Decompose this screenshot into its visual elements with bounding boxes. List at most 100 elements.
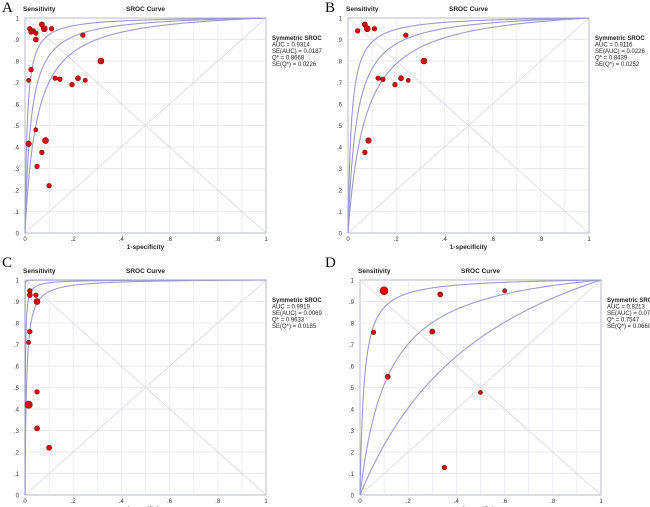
study-point (370, 329, 377, 335)
y-tick-label: .7 (14, 81, 20, 87)
sroc-upper-curve (347, 17, 590, 233)
y-tick-label: .7 (349, 343, 355, 349)
study-point (398, 75, 404, 82)
study-point (48, 26, 55, 32)
x-tick-label: .2 (406, 499, 412, 505)
y-tick-label: .4 (14, 146, 20, 152)
y-axis-label: Sensitivity (23, 268, 56, 275)
sroc-lower-curve (359, 279, 602, 496)
y-tick-label: 1 (16, 17, 20, 23)
study-point (26, 339, 31, 345)
study-point (405, 77, 411, 83)
x-tick-label: .8 (538, 237, 544, 243)
stats-line: AUC = 0.9919 (272, 305, 311, 311)
y-tick-label: .6 (14, 365, 20, 371)
study-point (27, 329, 33, 335)
study-point (420, 57, 428, 65)
study-point (33, 127, 39, 133)
stats-line: SE(Q*) = 0.0660 (607, 324, 650, 330)
study-point (34, 163, 40, 169)
x-tick-label: .6 (167, 237, 173, 243)
anti-diagonal-line (359, 279, 602, 496)
y-tick-label: .6 (349, 365, 355, 371)
sroc-upper-curve (24, 17, 267, 233)
study-point (363, 25, 371, 33)
y-tick-label: .1 (14, 472, 20, 478)
sroc-lower-curve (24, 17, 267, 234)
chart-title: SROC Curve (126, 268, 165, 275)
stats-line: AUC = 0.8213 (607, 305, 646, 311)
stats-line: SE(AUC) = 0.0187 (272, 49, 323, 55)
stats-line: SE(AUC) = 0.0226 (595, 49, 646, 55)
study-point (375, 75, 381, 81)
x-tick-label: 1 (587, 237, 591, 243)
y-tick-label: .1 (337, 210, 343, 216)
study-point (429, 328, 436, 335)
study-point (441, 464, 447, 471)
study-point (42, 137, 49, 144)
sroc-lower-curve (347, 17, 590, 234)
study-point (57, 76, 63, 82)
study-point (33, 292, 39, 298)
x-tick-label: .6 (490, 237, 496, 243)
y-tick-label: .1 (349, 472, 355, 478)
y-tick-label: .4 (14, 408, 20, 414)
y-tick-label: .9 (349, 300, 355, 306)
x-tick-label: .8 (215, 237, 221, 243)
y-tick-label: 0 (16, 494, 20, 500)
study-point (33, 36, 39, 43)
stats-line: Q* = 0.9633 (272, 318, 305, 324)
stats-line: SE(Q*) = 0.0226 (272, 62, 317, 68)
y-tick-label: .2 (14, 451, 20, 457)
y-tick-label: .9 (14, 300, 20, 306)
x-tick-label: .4 (119, 499, 125, 505)
study-point (392, 82, 398, 88)
study-point (75, 75, 81, 82)
chart-title: SROC Curve (126, 6, 165, 13)
study-point (380, 76, 386, 82)
sroc-panel-a: 0.1.2.3.4.5.6.7.8.910.2.4.6.8 1Sensitivit… (14, 6, 323, 251)
stats-line: Q* = 0.8668 (272, 56, 305, 62)
anti-diagonal-line (24, 279, 267, 496)
stats-line: SE(AUC) = 0.0733 (607, 311, 650, 317)
study-point (69, 82, 75, 88)
x-tick-label: 1 (264, 237, 268, 243)
x-tick-label: 1 (599, 499, 603, 505)
study-point (478, 390, 483, 395)
study-point (365, 137, 372, 144)
x-tick-label: 0 (358, 499, 362, 505)
y-tick-label: .7 (14, 343, 20, 349)
y-tick-label: .4 (349, 408, 355, 414)
y-tick-label: .3 (337, 167, 343, 173)
y-tick-label: .8 (14, 60, 20, 66)
x-tick-label: .6 (502, 499, 508, 505)
y-tick-label: 0 (339, 232, 343, 238)
y-tick-label: .2 (337, 189, 343, 195)
x-tick-label: .4 (454, 499, 460, 505)
y-tick-label: 1 (351, 279, 355, 285)
x-tick-label: .2 (71, 237, 77, 243)
y-tick-label: .2 (349, 451, 355, 457)
study-point (502, 288, 507, 294)
x-axis-label: 1-specificity (450, 244, 488, 251)
y-tick-label: 0 (351, 494, 355, 500)
study-point (39, 149, 45, 155)
study-point (379, 286, 389, 295)
y-tick-label: .9 (14, 38, 20, 44)
x-axis-label: 1-specificity (127, 244, 165, 251)
study-point (46, 444, 52, 451)
sroc-panel-d: 0.1.2.3.4.5.6.7.8.910.2.4.6.8 1Sensitivit… (349, 268, 650, 507)
y-tick-label: .7 (337, 81, 343, 87)
sroc-curve (24, 17, 267, 233)
stats-heading: Symmetric SROC (607, 298, 650, 304)
anti-diagonal-line (347, 17, 590, 234)
y-tick-label: 0 (16, 232, 20, 238)
sroc-curve (359, 279, 602, 496)
y-tick-label: .3 (14, 429, 20, 435)
sroc-panel-c: 0.1.2.3.4.5.6.7.8.910.2.4.6.8 1Sensitivit… (14, 268, 323, 507)
x-tick-label: .4 (119, 237, 125, 243)
y-tick-label: .9 (337, 38, 343, 44)
y-tick-label: .6 (14, 103, 20, 109)
x-tick-label: .2 (71, 499, 77, 505)
